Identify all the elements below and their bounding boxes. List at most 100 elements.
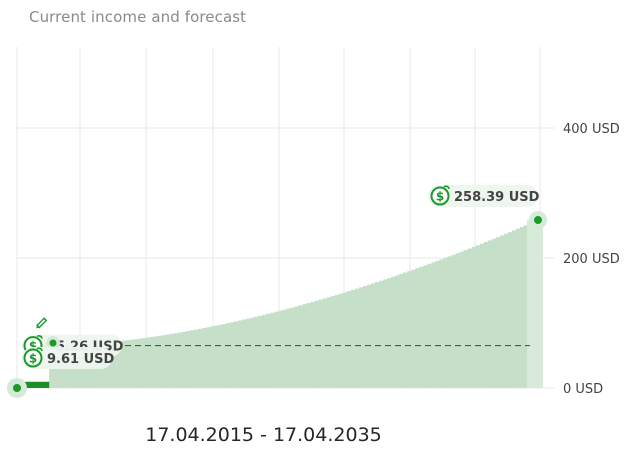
forecast-bar (262, 314, 267, 388)
forecast-bar (346, 291, 352, 388)
end-point-dot (534, 216, 542, 225)
svg-text:$: $ (29, 339, 37, 353)
forecast-bar (157, 335, 163, 388)
forecast-bar (214, 325, 219, 388)
forecast-bar (411, 269, 416, 388)
forecast-bar (242, 319, 247, 388)
forecast-bar (507, 232, 513, 388)
forecast-bar (491, 238, 497, 388)
forecast-bar (326, 297, 332, 388)
forecast-bar (145, 337, 151, 388)
start-point-dot (13, 384, 21, 392)
forecast-bar (447, 256, 452, 388)
dollar-coin-icon: $ (430, 185, 450, 206)
forecast-bar (427, 263, 432, 388)
forecast-bar (451, 254, 456, 388)
forecast-bar (222, 323, 227, 388)
forecast-bar (362, 286, 368, 388)
forecast-bar (302, 304, 307, 388)
forecast-bar (310, 301, 315, 388)
forecast-bar (173, 333, 179, 388)
forecast-bar (471, 246, 476, 388)
forecast-bar (387, 278, 392, 388)
forecast-bar (258, 315, 263, 388)
end-value-pill (428, 185, 538, 207)
date-range: 17.04.2015 - 17.04.2035 (145, 424, 382, 446)
forecast-bar (338, 293, 344, 388)
forecast-bar (415, 268, 420, 388)
y-tick-label: 200 USD (563, 252, 620, 267)
forecast-bar (423, 265, 428, 388)
forecast-bar (379, 280, 384, 388)
current-income-bar (25, 381, 30, 388)
forecast-bar-end-cap (527, 220, 543, 388)
forecast-bar (375, 282, 380, 388)
forecast-bar (455, 253, 460, 388)
forecast-bar (330, 296, 336, 388)
current-income-bar (33, 381, 38, 388)
forecast-bar (463, 250, 468, 388)
forecast-bar (246, 318, 251, 388)
forecast-bar (149, 336, 155, 388)
forecast-bar (515, 228, 521, 388)
forecast-bar (266, 313, 271, 388)
current-income-bar (41, 381, 46, 388)
y-axis-ticks: 0 USD 200 USD 400 USD (563, 122, 620, 397)
forecast-bar (479, 243, 484, 388)
forecast-bar (109, 341, 114, 388)
current-income-bar (37, 381, 42, 388)
forecast-bar (226, 323, 231, 388)
forecast-bar (391, 276, 396, 388)
target-point-dot (49, 339, 57, 347)
forecast-bar (137, 338, 143, 388)
forecast-bar (238, 320, 243, 388)
forecast-bar (383, 279, 388, 388)
forecast-bar (153, 336, 159, 388)
forecast-bar (125, 340, 130, 388)
forecast-bar (133, 339, 138, 388)
forecast-bar (113, 341, 118, 388)
forecast-bar (282, 309, 287, 388)
forecast-bar (439, 259, 444, 388)
forecast-bar (185, 331, 191, 388)
forecast-bar (202, 328, 207, 388)
svg-text:$: $ (436, 190, 444, 204)
forecast-bar (483, 242, 488, 388)
forecast-bar (342, 292, 348, 388)
forecast-bar (467, 248, 472, 388)
forecast-bar (403, 272, 408, 388)
forecast-bar (367, 284, 372, 388)
forecast-bar (274, 311, 279, 388)
forecast-bar (399, 273, 404, 388)
forecast-bar (499, 235, 505, 388)
forecast-bar (298, 305, 303, 388)
forecast-bar (194, 329, 199, 388)
forecast-bar (395, 275, 400, 388)
forecast-bar (318, 299, 324, 388)
chart-overlay: $258.39 USD$65.26 USD$9.61 USD (7, 185, 547, 398)
forecast-bar (198, 328, 203, 388)
forecast-bar (234, 321, 239, 388)
forecast-bar (495, 237, 501, 388)
pencil-icon (36, 317, 48, 329)
forecast-bar (519, 227, 525, 388)
forecast-bar (169, 333, 175, 388)
y-tick-label: 0 USD (563, 382, 603, 397)
forecast-bar (435, 260, 440, 388)
forecast-bar (286, 308, 291, 388)
forecast-bar (371, 283, 376, 388)
forecast-bar (334, 294, 340, 388)
forecast-bar (294, 306, 299, 388)
end-value-pill-bg (428, 185, 538, 207)
forecast-bar (322, 298, 328, 388)
forecast-bar (459, 251, 464, 388)
forecast-bar (250, 317, 255, 388)
end-value-label: 258.39 USD (454, 190, 540, 205)
forecast-bar (121, 340, 126, 388)
forecast-bar (189, 330, 195, 388)
forecast-bar (254, 316, 259, 388)
forecast-bar (511, 230, 517, 388)
forecast-bar (117, 341, 122, 388)
forecast-bar (270, 312, 275, 388)
